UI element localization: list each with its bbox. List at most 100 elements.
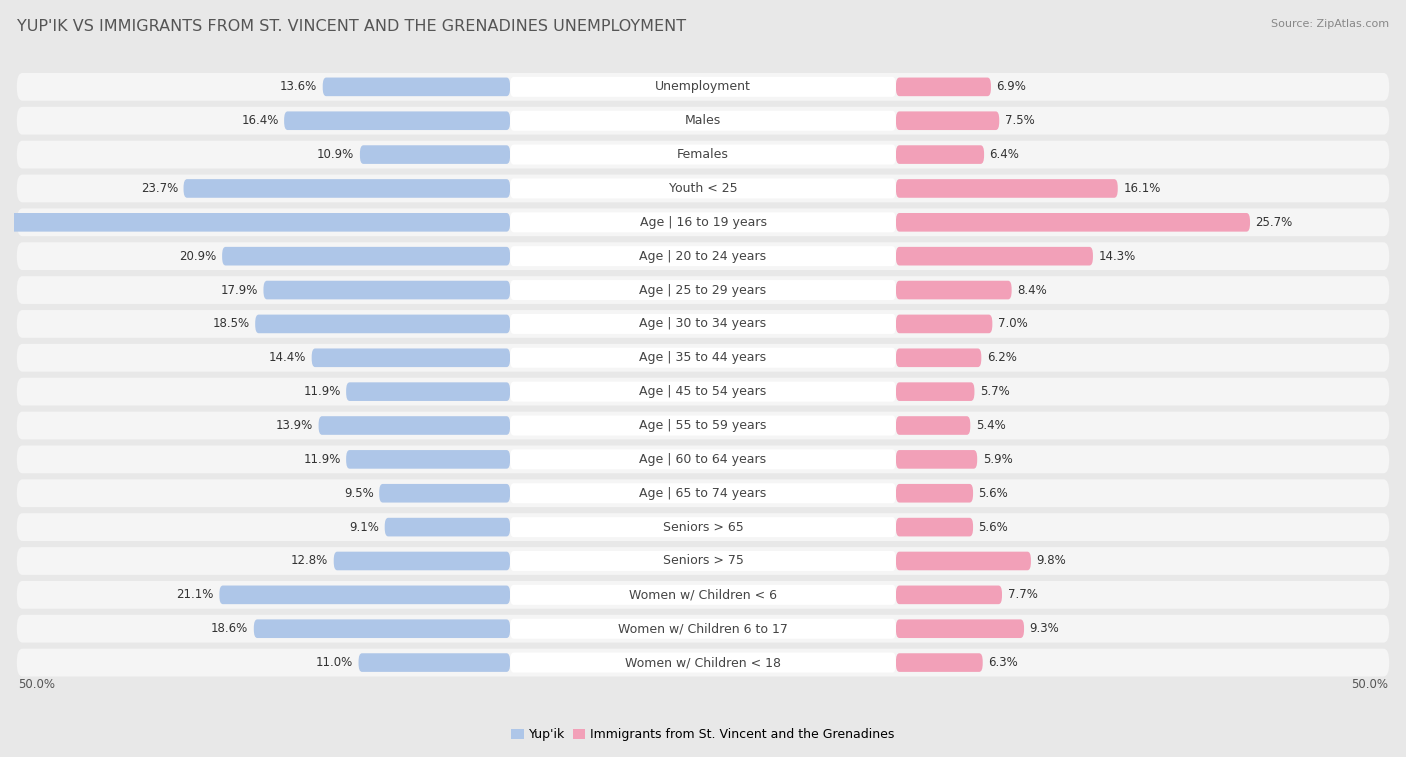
FancyBboxPatch shape (254, 315, 510, 333)
Text: Seniors > 75: Seniors > 75 (662, 554, 744, 568)
Text: Age | 45 to 54 years: Age | 45 to 54 years (640, 385, 766, 398)
FancyBboxPatch shape (896, 518, 973, 537)
Text: 11.9%: 11.9% (304, 453, 340, 466)
FancyBboxPatch shape (510, 416, 896, 435)
Text: Seniors > 65: Seniors > 65 (662, 521, 744, 534)
FancyBboxPatch shape (385, 518, 510, 537)
Text: 7.0%: 7.0% (998, 317, 1028, 330)
FancyBboxPatch shape (510, 450, 896, 469)
FancyBboxPatch shape (510, 551, 896, 571)
FancyBboxPatch shape (510, 618, 896, 639)
FancyBboxPatch shape (17, 581, 1389, 609)
Text: 8.4%: 8.4% (1017, 284, 1047, 297)
Text: 13.6%: 13.6% (280, 80, 318, 93)
FancyBboxPatch shape (17, 378, 1389, 406)
FancyBboxPatch shape (17, 73, 1389, 101)
FancyBboxPatch shape (896, 213, 1250, 232)
FancyBboxPatch shape (17, 107, 1389, 135)
FancyBboxPatch shape (346, 450, 510, 469)
FancyBboxPatch shape (896, 382, 974, 401)
FancyBboxPatch shape (510, 111, 896, 131)
FancyBboxPatch shape (896, 552, 1031, 570)
Text: Females: Females (678, 148, 728, 161)
FancyBboxPatch shape (219, 585, 510, 604)
FancyBboxPatch shape (323, 77, 510, 96)
FancyBboxPatch shape (896, 111, 1000, 130)
FancyBboxPatch shape (510, 314, 896, 334)
Text: 7.5%: 7.5% (1005, 114, 1035, 127)
FancyBboxPatch shape (510, 653, 896, 672)
FancyBboxPatch shape (17, 412, 1389, 439)
Text: Males: Males (685, 114, 721, 127)
Text: 11.0%: 11.0% (316, 656, 353, 669)
FancyBboxPatch shape (896, 619, 1024, 638)
Text: Women w/ Children 6 to 17: Women w/ Children 6 to 17 (619, 622, 787, 635)
Text: 6.2%: 6.2% (987, 351, 1017, 364)
Text: 16.4%: 16.4% (242, 114, 278, 127)
Text: 17.9%: 17.9% (221, 284, 257, 297)
Text: 14.3%: 14.3% (1098, 250, 1136, 263)
Text: Youth < 25: Youth < 25 (669, 182, 737, 195)
FancyBboxPatch shape (17, 175, 1389, 202)
Text: Age | 16 to 19 years: Age | 16 to 19 years (640, 216, 766, 229)
FancyBboxPatch shape (896, 348, 981, 367)
FancyBboxPatch shape (380, 484, 510, 503)
FancyBboxPatch shape (510, 179, 896, 198)
Text: Source: ZipAtlas.com: Source: ZipAtlas.com (1271, 19, 1389, 29)
Text: 11.9%: 11.9% (304, 385, 340, 398)
FancyBboxPatch shape (896, 247, 1092, 266)
Text: 6.4%: 6.4% (990, 148, 1019, 161)
FancyBboxPatch shape (0, 213, 510, 232)
FancyBboxPatch shape (17, 242, 1389, 270)
Text: 25.7%: 25.7% (1256, 216, 1292, 229)
Text: Age | 55 to 59 years: Age | 55 to 59 years (640, 419, 766, 432)
Text: 9.3%: 9.3% (1029, 622, 1059, 635)
FancyBboxPatch shape (319, 416, 510, 435)
FancyBboxPatch shape (254, 619, 510, 638)
FancyBboxPatch shape (896, 450, 977, 469)
FancyBboxPatch shape (17, 208, 1389, 236)
Text: 5.6%: 5.6% (979, 487, 1008, 500)
FancyBboxPatch shape (896, 416, 970, 435)
FancyBboxPatch shape (17, 141, 1389, 169)
FancyBboxPatch shape (17, 513, 1389, 541)
FancyBboxPatch shape (510, 382, 896, 402)
Text: Women w/ Children < 18: Women w/ Children < 18 (626, 656, 780, 669)
FancyBboxPatch shape (510, 280, 896, 300)
FancyBboxPatch shape (17, 547, 1389, 575)
FancyBboxPatch shape (896, 281, 1012, 299)
FancyBboxPatch shape (510, 347, 896, 368)
Legend: Yup'ik, Immigrants from St. Vincent and the Grenadines: Yup'ik, Immigrants from St. Vincent and … (508, 724, 898, 745)
FancyBboxPatch shape (510, 212, 896, 232)
FancyBboxPatch shape (896, 77, 991, 96)
FancyBboxPatch shape (312, 348, 510, 367)
FancyBboxPatch shape (896, 145, 984, 164)
FancyBboxPatch shape (510, 77, 896, 97)
Text: YUP'IK VS IMMIGRANTS FROM ST. VINCENT AND THE GRENADINES UNEMPLOYMENT: YUP'IK VS IMMIGRANTS FROM ST. VINCENT AN… (17, 19, 686, 34)
Text: 9.5%: 9.5% (344, 487, 374, 500)
FancyBboxPatch shape (510, 483, 896, 503)
Text: 5.9%: 5.9% (983, 453, 1012, 466)
Text: 5.6%: 5.6% (979, 521, 1008, 534)
Text: 16.1%: 16.1% (1123, 182, 1160, 195)
Text: Age | 60 to 64 years: Age | 60 to 64 years (640, 453, 766, 466)
Text: Unemployment: Unemployment (655, 80, 751, 93)
FancyBboxPatch shape (263, 281, 510, 299)
Text: 5.7%: 5.7% (980, 385, 1010, 398)
Text: 12.8%: 12.8% (291, 554, 328, 568)
FancyBboxPatch shape (17, 276, 1389, 304)
FancyBboxPatch shape (896, 179, 1118, 198)
Text: Age | 30 to 34 years: Age | 30 to 34 years (640, 317, 766, 330)
FancyBboxPatch shape (17, 649, 1389, 677)
Text: Age | 35 to 44 years: Age | 35 to 44 years (640, 351, 766, 364)
FancyBboxPatch shape (346, 382, 510, 401)
Text: 6.3%: 6.3% (988, 656, 1018, 669)
FancyBboxPatch shape (510, 246, 896, 266)
FancyBboxPatch shape (896, 585, 1002, 604)
FancyBboxPatch shape (896, 653, 983, 672)
FancyBboxPatch shape (510, 585, 896, 605)
FancyBboxPatch shape (333, 552, 510, 570)
FancyBboxPatch shape (284, 111, 510, 130)
Text: Women w/ Children < 6: Women w/ Children < 6 (628, 588, 778, 601)
Text: Age | 25 to 29 years: Age | 25 to 29 years (640, 284, 766, 297)
